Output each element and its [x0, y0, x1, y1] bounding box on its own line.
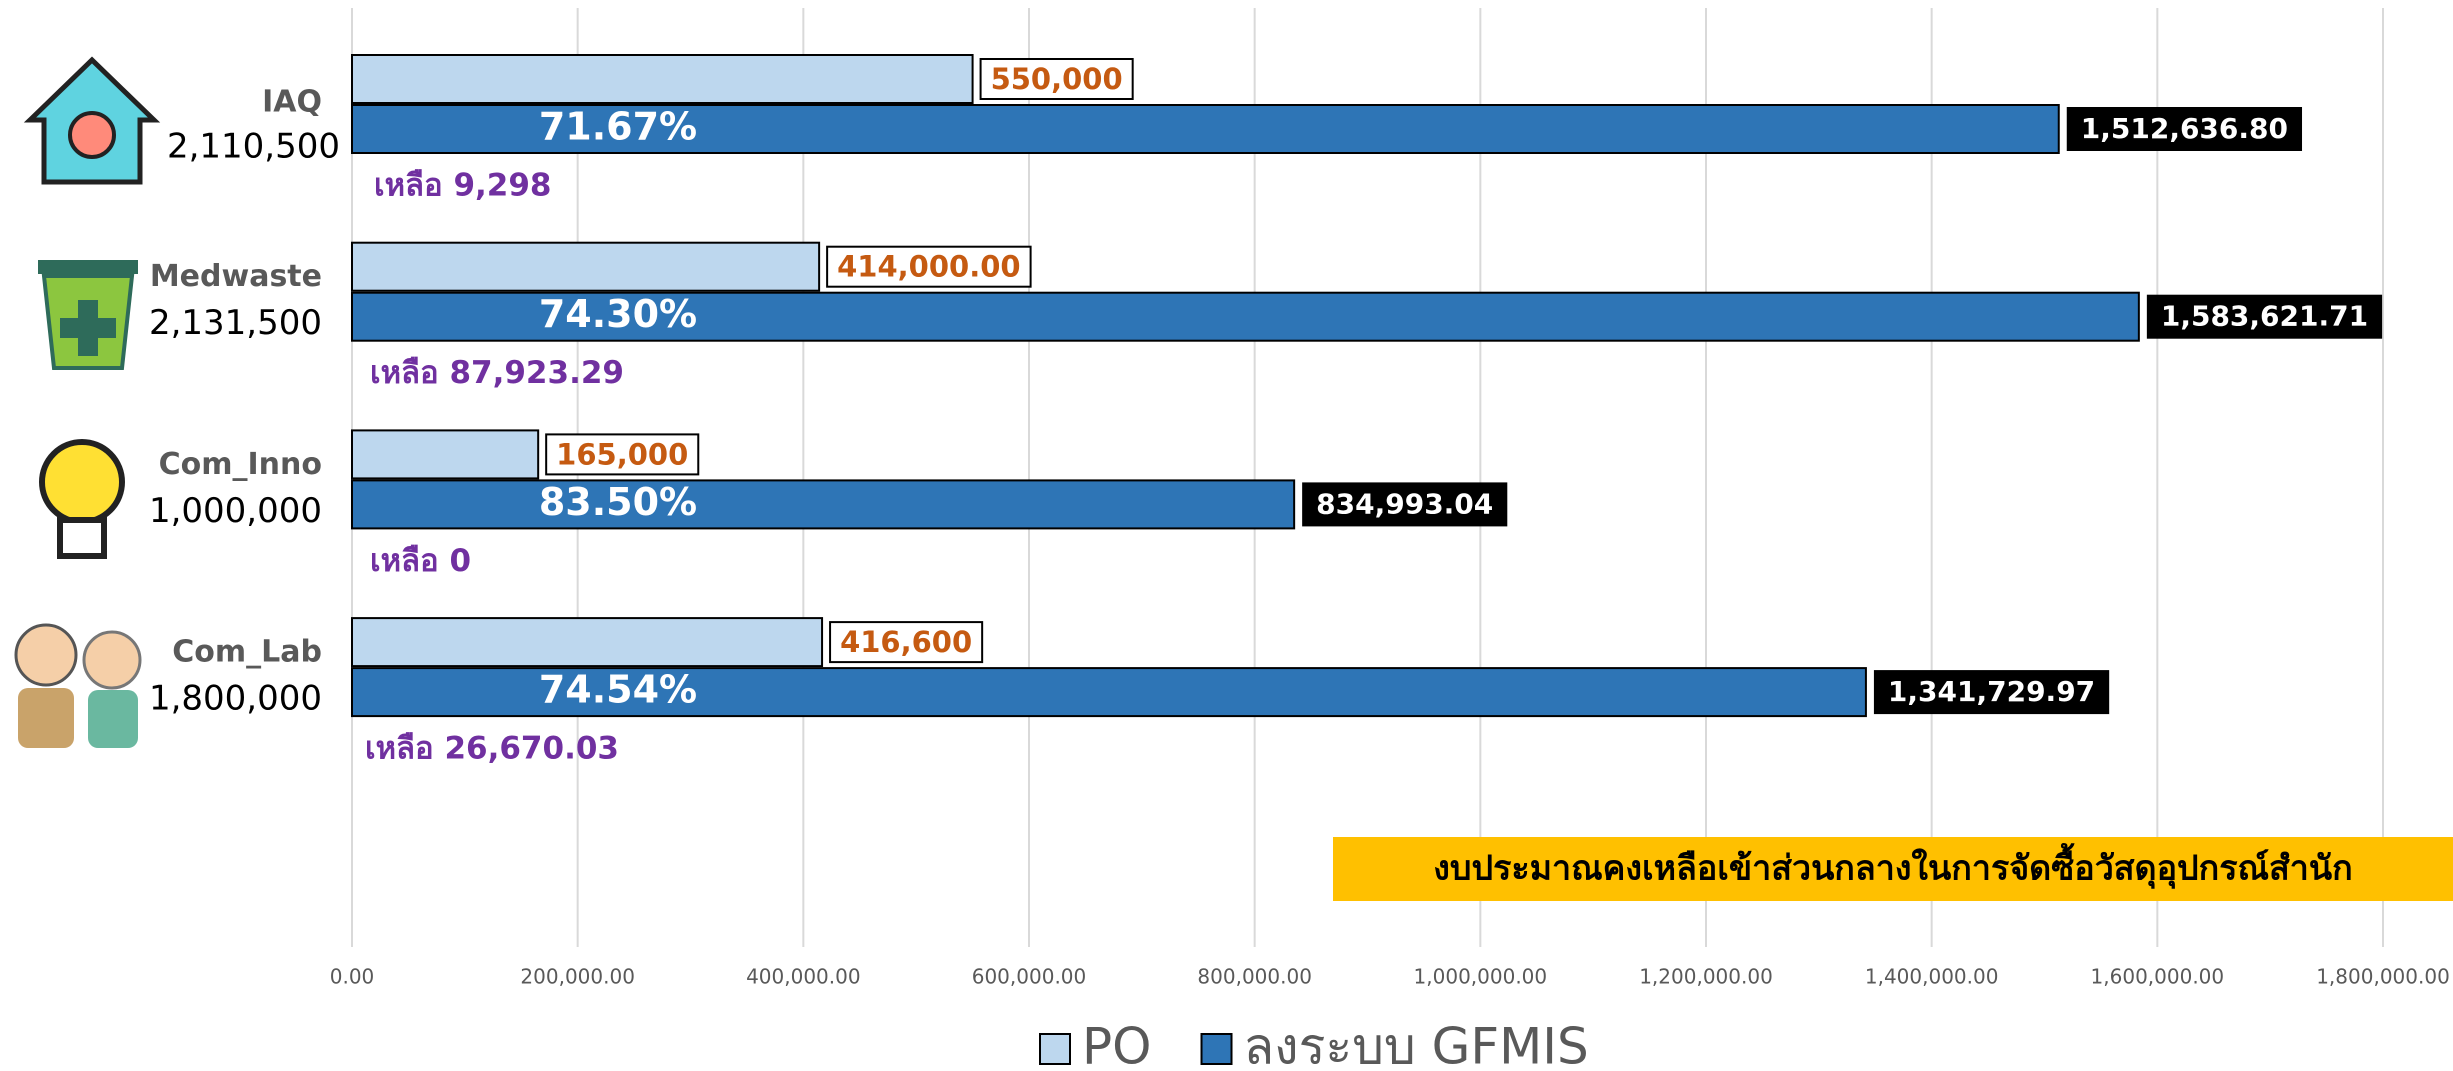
bar: [352, 430, 538, 478]
remaining-label: เหลือ 0: [370, 543, 471, 579]
remaining-label: เหลือ 87,923.29: [370, 355, 624, 391]
percent-label: 74.30%: [539, 292, 697, 336]
legend-swatch: [1040, 1034, 1070, 1064]
x-tick-label: 800,000.00: [1197, 965, 1312, 989]
x-tick-label: 0.00: [330, 965, 375, 989]
percent-label: 71.67%: [539, 105, 697, 149]
value-label: 1,583,621.71: [2161, 300, 2368, 333]
legend-label: PO: [1082, 1018, 1152, 1071]
value-label: 414,000.00: [837, 250, 1020, 284]
category-label: Com_Inno: [159, 447, 322, 482]
plot: 0.00 200,000.00 400,000.00 600,000.00 800,00…: [149, 8, 2450, 1071]
x-tick-label: 600,000.00: [972, 965, 1087, 989]
value-label: 165,000: [556, 437, 688, 471]
bulb-icon: [42, 442, 122, 556]
x-tick-label: 1,200,000.00: [1639, 965, 1773, 989]
remaining-label: เหลือ 26,670.03: [365, 731, 619, 767]
budget-label: 2,110,500: [167, 127, 340, 167]
category-label: Medwaste: [150, 259, 322, 294]
bar: [352, 618, 822, 666]
house-icon: [30, 60, 154, 182]
bar: [352, 243, 819, 291]
bar: [352, 55, 973, 103]
annotation: งบประมาณคงเหลือเข้าส่วนกลางในการจัดซื้อว…: [1433, 843, 2352, 890]
budget-label: 2,131,500: [149, 303, 322, 343]
percent-label: 83.50%: [539, 480, 697, 524]
remaining-label: เหลือ 9,298: [374, 168, 552, 204]
x-tick-label: 200,000.00: [520, 965, 635, 989]
bar: [352, 480, 1294, 528]
value-label: 1,341,729.97: [1888, 675, 2095, 708]
x-tick-label: 400,000.00: [746, 965, 861, 989]
bin-icon: [38, 260, 138, 368]
x-tick-label: 1,400,000.00: [1865, 965, 1999, 989]
elders-icon: [16, 625, 140, 748]
value-label: 416,600: [840, 625, 972, 659]
x-tick-label: 1,600,000.00: [2091, 965, 2225, 989]
chart: 0.00 200,000.00 400,000.00 600,000.00 800,00…: [0, 0, 2453, 1071]
category-label: Com_Lab: [172, 635, 322, 670]
budget-label: 1,800,000: [149, 679, 322, 719]
x-tick-label: 1,800,000.00: [2316, 965, 2450, 989]
value-label: 1,512,636.80: [2081, 112, 2288, 145]
budget-label: 1,000,000: [149, 491, 322, 531]
value-label: 550,000: [991, 62, 1123, 96]
value-label: 834,993.04: [1316, 487, 1493, 520]
legend: PO ลงระบบ GFMIS: [1040, 1018, 1589, 1071]
icons: [16, 60, 154, 748]
percent-label: 74.54%: [539, 668, 697, 712]
x-tick-label: 1,000,000.00: [1414, 965, 1548, 989]
legend-swatch: [1202, 1034, 1232, 1064]
category-label: IAQ: [262, 85, 322, 120]
legend-label: ลงระบบ GFMIS: [1244, 1018, 1589, 1071]
